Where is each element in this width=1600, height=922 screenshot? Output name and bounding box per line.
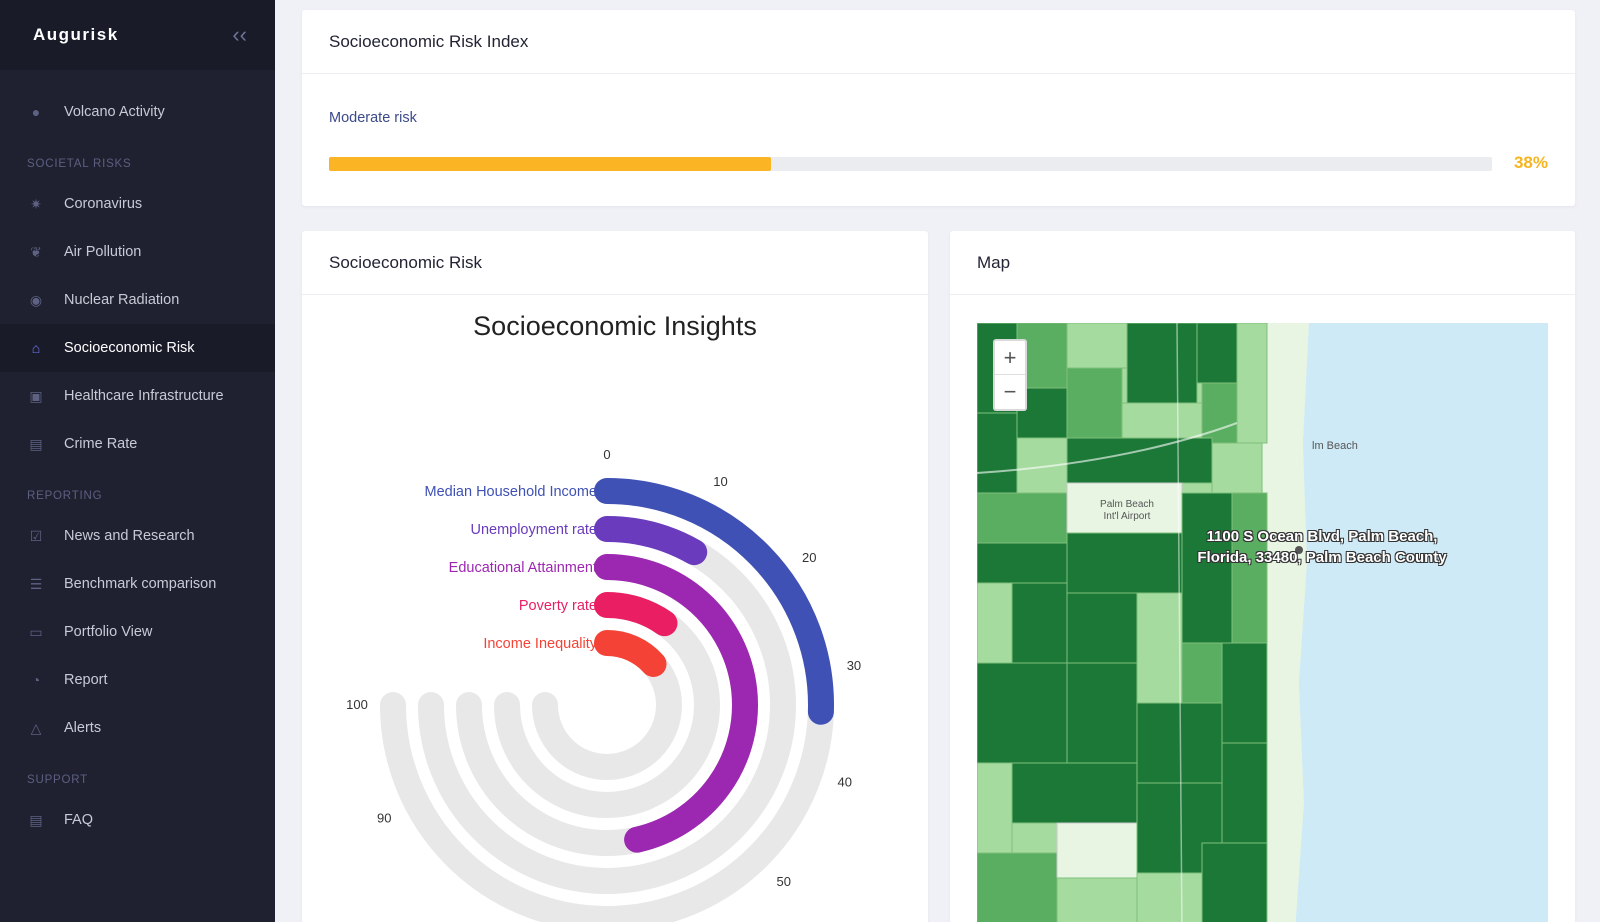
sidebar-item-nuclear-radiation[interactable]: ◉ Nuclear Radiation [0,276,275,324]
map-card-title: Map [950,231,1575,295]
sidebar-item-socioeconomic-risk[interactable]: ⌂ Socioeconomic Risk [0,324,275,372]
radial-bar[interactable] [594,478,834,725]
sidebar-item-label: Crime Rate [64,436,138,452]
map-zoom-control: + − [993,339,1027,411]
sidebar-item-faq[interactable]: ▤ FAQ [0,796,275,844]
brand-logo[interactable]: Augurisk [33,25,119,44]
series-label: Median Household Income [425,484,598,500]
sidebar-item-news-and-research[interactable]: ☑ News and Research [0,512,275,560]
sidebar-nav: ● Volcano Activity SOCIETAL RISKS ✷ Coronavi… [0,70,275,844]
list-check-icon: ☰ [29,575,43,592]
map-airport-label: Palm Beach Int'l Airport [1100,499,1154,522]
sidebar-item-coronavirus[interactable]: ✷ Coronavirus [0,180,275,228]
series-label: Income Inequality [483,636,597,652]
series-label: Educational Attainment [449,560,597,576]
map-card: Map [950,231,1575,922]
sidebar-item-label: Alerts [64,720,102,736]
sidebar-item-label: Portfolio View [64,624,153,640]
risk-progress-bar [329,157,1492,171]
radial-bar[interactable] [594,554,758,853]
sidebar-item-label: Nuclear Radiation [64,292,180,308]
axis-tick-label: 90 [377,810,391,825]
police-car-icon: ▤ [29,435,43,452]
globe-icon: ● [31,104,41,120]
axis-tick-label: 100 [346,697,368,712]
chevron-double-left-icon[interactable]: ‹‹ [232,22,247,47]
calendar-check-icon: ☑ [29,527,43,544]
pie-chart-icon: ◔ [31,672,41,688]
sidebar-item-label: FAQ [64,812,94,828]
sidebar-item-label: Healthcare Infrastructure [64,388,224,404]
sidebar-header: Augurisk ‹‹ [0,0,275,70]
axis-tick-label: 50 [777,874,791,889]
map-place-label: lm Beach [1312,440,1358,452]
series-label: Poverty rate [519,598,597,614]
sidebar-item-crime-rate[interactable]: ▤ Crime Rate [0,420,275,468]
zoom-out-button[interactable]: − [1003,379,1017,404]
radial-track [418,516,796,894]
sidebar-section-title: REPORTING [27,490,103,502]
sidebar-section-title: SOCIETAL RISKS [27,158,132,170]
sidebar-item-label: Socioeconomic Risk [64,340,195,356]
socioeconomic-card: Socioeconomic Risk Socioeconomic Insight… [302,231,928,922]
choropleth-map[interactable] [977,323,1548,922]
risk-percent: 38% [1513,153,1548,172]
sidebar-item-benchmark-comparison[interactable]: ☰ Benchmark comparison [0,560,275,608]
sidebar-item-label: Air Pollution [64,244,142,260]
sidebar-item-label: Report [64,672,108,688]
series-label: Unemployment rate [470,522,597,538]
sidebar-item-label: Coronavirus [64,196,143,212]
sidebar-item-volcano-activity[interactable]: ● Volcano Activity [0,88,275,136]
sidebar: Augurisk ‹‹ ● Volcano Activity SOCIETAL RI… [0,0,275,922]
sidebar-item-label: Benchmark comparison [64,576,217,592]
sidebar-item-label: News and Research [64,528,195,544]
location-marker[interactable] [1295,546,1303,554]
map-address-label: 1100 S Ocean Blvd, Palm Beach, Florida, … [1197,528,1447,566]
ambulance-icon: ▣ [29,387,43,404]
radial-bar-chart: Median Household Income Unemployment rate… [346,447,861,922]
leaf-icon: ❦ [30,243,42,260]
document-icon: ▤ [29,811,43,828]
sidebar-item-air-pollution[interactable]: ❦ Air Pollution [0,228,275,276]
radiation-icon: ◉ [29,291,43,308]
sidebar-item-healthcare-infrastructure[interactable]: ▣ Healthcare Infrastructure [0,372,275,420]
radial-bar[interactable] [594,592,678,637]
bank-icon: ⌂ [31,340,41,356]
risk-progress-fill [329,157,771,171]
risk-level-label: Moderate risk [329,110,417,126]
briefcase-icon: ▭ [29,623,43,640]
warning-icon: △ [30,719,42,736]
axis-tick-label: 30 [847,658,861,673]
sidebar-section-title: SUPPORT [27,774,88,786]
axis-tick-label: 40 [838,774,852,789]
axis-tick-label: 10 [713,474,727,489]
radial-bar[interactable] [594,516,708,566]
sidebar-item-label: Volcano Activity [64,104,165,120]
chart-title: Socioeconomic Insights [473,311,757,341]
virus-icon: ✷ [30,195,42,212]
axis-tick-label: 20 [802,550,816,565]
axis-tick-label: 0 [603,447,610,462]
socioeconomic-card-title: Socioeconomic Risk [302,231,928,295]
radial-bar[interactable] [594,630,667,677]
zoom-in-button[interactable]: + [995,341,1025,375]
sidebar-item-alerts[interactable]: △ Alerts [0,704,275,752]
map-view[interactable]: lm Beach Palm Beach Int'l Airport 1100 S… [977,323,1548,922]
risk-index-card: Socioeconomic Risk Index Moderate risk 3… [302,10,1575,206]
sidebar-item-portfolio-view[interactable]: ▭ Portfolio View [0,608,275,656]
risk-index-title: Socioeconomic Risk Index [302,10,1575,74]
sidebar-item-report[interactable]: ◔ Report [0,656,275,704]
